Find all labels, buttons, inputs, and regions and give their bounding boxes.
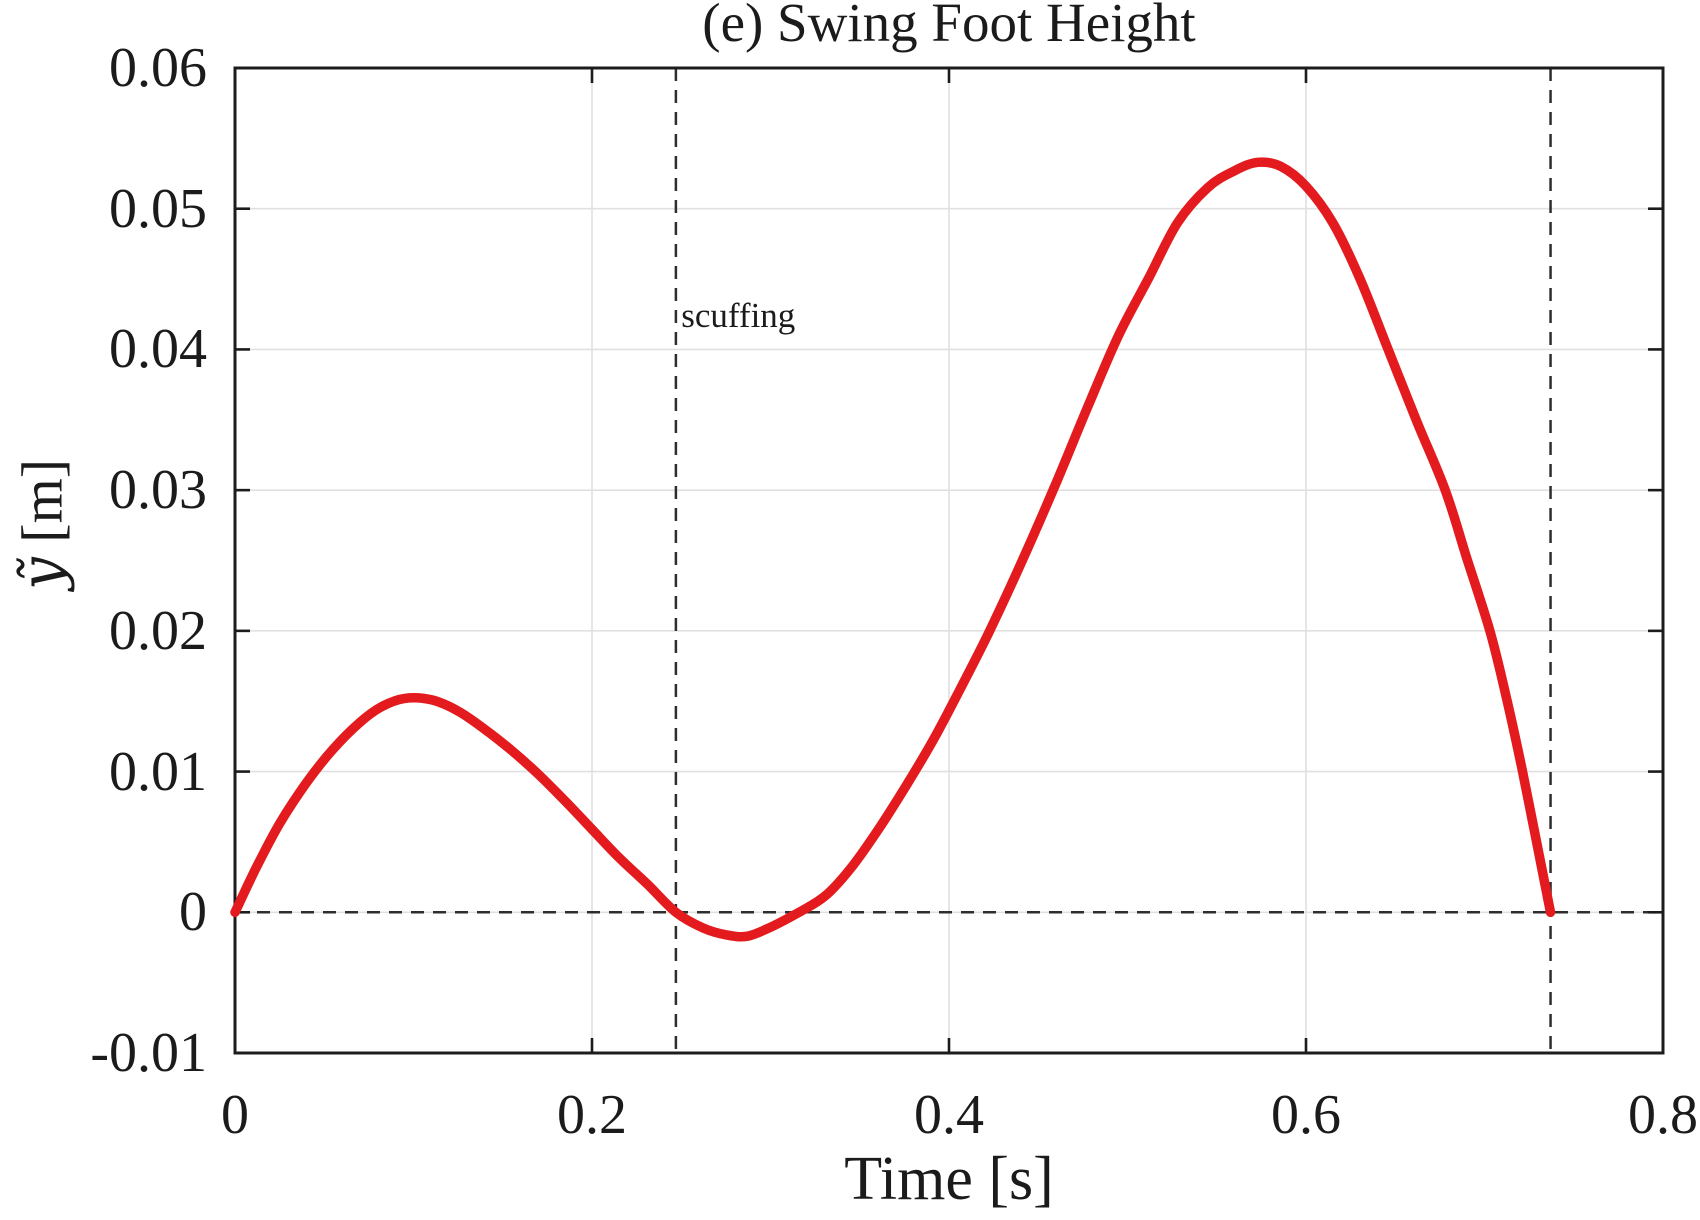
scuffing-annotation: scuffing — [681, 295, 796, 335]
y-tick-label: -0.01 — [90, 1022, 207, 1084]
x-tick-label: 0.8 — [1628, 1084, 1698, 1146]
x-tick-label: 0.4 — [914, 1084, 984, 1146]
x-tick-label: 0.6 — [1271, 1084, 1341, 1146]
x-tick-label: 0.2 — [557, 1084, 627, 1146]
x-tick-label: 0 — [221, 1084, 249, 1146]
y-tick-label: 0.06 — [109, 37, 207, 99]
y-tick-label: 0.03 — [109, 459, 207, 522]
y-tick-label: 0.04 — [109, 318, 207, 381]
y-tick-label: 0.02 — [109, 599, 207, 662]
x-axis-label: Time [s] — [844, 1145, 1054, 1213]
y-axis-variable: ỹ — [7, 557, 76, 591]
y-tick-label: 0.01 — [109, 740, 207, 803]
y-tick-label: 0 — [179, 881, 207, 944]
y-tick-label: 0.05 — [109, 177, 207, 240]
plot-border — [233, 66, 1665, 1055]
swing-foot-height-curve — [230, 157, 1556, 942]
chart-title: (e) Swing Foot Height — [702, 0, 1196, 53]
